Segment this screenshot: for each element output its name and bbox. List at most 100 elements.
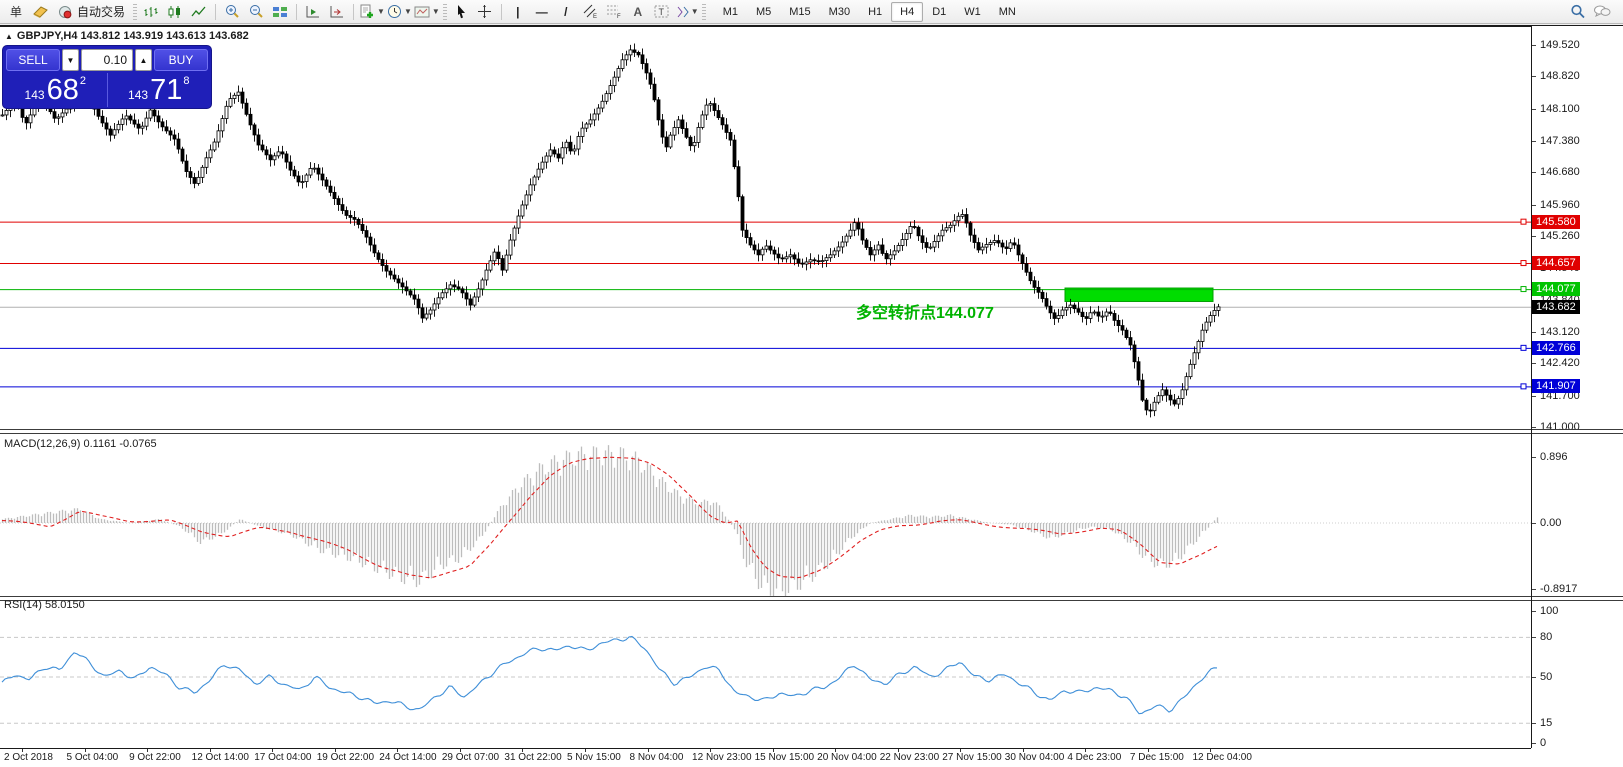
timeframe-button-M5[interactable]: M5 <box>755 5 772 18</box>
order-text-fragment[interactable]: 单 <box>9 5 22 19</box>
price-tick-label: 148.820 <box>1540 70 1580 83</box>
arrows-tool[interactable]: ▼ <box>675 2 699 22</box>
zoom-in-button[interactable] <box>221 2 243 22</box>
timeframe-button-M30[interactable]: M30 <box>828 5 851 18</box>
cursor-button[interactable] <box>450 2 472 22</box>
zoom-out-button[interactable] <box>245 2 267 22</box>
toolbar-grip <box>133 3 138 20</box>
macd-tick <box>1532 457 1536 458</box>
hline-handle[interactable] <box>1520 344 1527 351</box>
trendline-tool[interactable]: / <box>564 4 568 19</box>
zoom-out-icon <box>250 5 263 18</box>
bar-chart-icon <box>144 6 158 17</box>
symbol-ohlc-text: GBPJPY,H4 143.812 143.919 143.613 143.68… <box>16 30 249 42</box>
time-label: 29 Oct 07:00 <box>441 752 500 763</box>
fibonacci-tool[interactable]: F <box>603 2 625 22</box>
timeframe-button-W1[interactable]: W1 <box>964 5 981 18</box>
price-badge-144.657: 144.657 <box>1532 256 1580 271</box>
symbol-ohlc-row: ▲ GBPJPY,H4 143.812 143.919 143.613 143.6… <box>5 30 249 42</box>
buy-button[interactable]: BUY <box>154 49 208 71</box>
timeframe-button-M1[interactable]: M1 <box>722 5 738 18</box>
chart-shift-button[interactable] <box>326 2 348 22</box>
chart-annotation-text[interactable]: 多空转折点144.077 <box>856 305 994 322</box>
hline-handle[interactable] <box>1520 286 1527 293</box>
time-tick <box>147 748 149 752</box>
auto-scroll-icon <box>306 5 320 17</box>
price-tick <box>1532 427 1536 429</box>
dropdown-caret: ▼ <box>431 7 440 16</box>
candlestick-chart-button[interactable] <box>164 2 186 22</box>
chat-icon <box>1594 5 1611 18</box>
templates-icon <box>414 6 430 17</box>
buy-price-sup: 8 <box>183 75 190 87</box>
chat-icon[interactable] <box>1591 2 1613 22</box>
new-order-icon[interactable] <box>29 2 51 22</box>
svg-text:E: E <box>593 14 597 19</box>
autotrading-button[interactable]: 自动交易 <box>53 2 130 22</box>
templates-button[interactable]: ▼ <box>414 2 440 22</box>
price-badge-141.907: 141.907 <box>1532 379 1580 394</box>
collapse-triangle-icon[interactable]: ▲ <box>5 32 13 41</box>
price-scale[interactable]: 149.520 148.820 148.100 147.380 146.680 145.9… <box>1532 26 1623 749</box>
bar-chart-button[interactable] <box>140 2 162 22</box>
text-label-tool[interactable]: T <box>651 2 673 22</box>
volume-increase-button[interactable]: ▲ <box>135 49 152 71</box>
price-tick <box>1532 331 1536 333</box>
hline-handle[interactable] <box>1520 218 1527 225</box>
text-tool[interactable]: A <box>633 4 643 19</box>
rsi-tick <box>1532 611 1536 612</box>
time-tick <box>22 748 23 752</box>
horizontal-line-tool[interactable]: — <box>535 4 548 19</box>
breakout-rectangle[interactable] <box>1064 287 1214 302</box>
price-tick-label: 143.120 <box>1540 325 1580 338</box>
dropdown-caret: ▼ <box>403 7 412 16</box>
line-chart-button[interactable] <box>188 2 210 22</box>
timeframe-button-MN[interactable]: MN <box>998 5 1016 18</box>
volume-decrease-button[interactable]: ▼ <box>62 49 79 71</box>
crosshair-button[interactable] <box>474 2 496 22</box>
price-tick-label: 147.380 <box>1540 134 1580 147</box>
time-label: 5 Oct 04:00 <box>66 752 119 763</box>
main-chart-surface[interactable] <box>0 26 1531 429</box>
macd-pane-surface[interactable] <box>0 434 1531 596</box>
timeframe-button-H4[interactable]: H4 <box>891 1 924 22</box>
price-badge-143.682: 143.682 <box>1532 299 1580 314</box>
time-axis[interactable]: 2 Oct 2018 5 Oct 04:00 9 Oct 22:00 12 Oct 1… <box>0 748 1531 767</box>
candlestick-chart-icon <box>168 5 181 18</box>
text-label-icon: T <box>654 5 669 18</box>
auto-scroll-button[interactable] <box>302 2 324 22</box>
search-icon[interactable] <box>1567 2 1589 22</box>
indicators-button[interactable]: ▼ <box>359 2 385 22</box>
timeframe-button-M15[interactable]: M15 <box>789 5 811 18</box>
hline-handle[interactable] <box>1520 260 1527 267</box>
channel-tool[interactable]: E <box>579 2 601 22</box>
tile-windows-button[interactable] <box>269 2 291 22</box>
rsi-scale-label: 15 <box>1540 717 1553 730</box>
time-tick <box>772 748 774 752</box>
price-tick <box>1532 45 1536 46</box>
time-tick <box>397 748 399 752</box>
time-tick <box>960 748 962 752</box>
periods-button[interactable]: ▼ <box>387 2 412 22</box>
price-tick <box>1532 108 1536 110</box>
time-label: 17 Oct 04:00 <box>254 752 312 763</box>
dropdown-caret: ▼ <box>690 7 699 16</box>
dropdown-caret: ▼ <box>377 7 385 16</box>
time-tick <box>584 748 586 752</box>
timeframe-button-H1[interactable]: H1 <box>868 5 883 18</box>
volume-input[interactable]: 0.10 <box>81 49 133 71</box>
hline-handle[interactable] <box>1520 383 1527 390</box>
rsi-pane-surface[interactable] <box>0 601 1531 748</box>
vertical-line-tool[interactable]: | <box>516 4 520 19</box>
timeframe-button-D1[interactable]: D1 <box>932 5 947 18</box>
pane-divider[interactable] <box>0 429 1623 434</box>
buy-price[interactable]: 143 71 8 <box>110 73 209 107</box>
arrows-icon <box>677 6 689 17</box>
sell-price[interactable]: 143 68 2 <box>6 73 105 107</box>
rsi-scale-label: 50 <box>1540 671 1553 683</box>
sell-button[interactable]: SELL <box>6 49 60 71</box>
time-label: 7 Dec 15:00 <box>1129 752 1184 763</box>
time-tick <box>84 748 86 752</box>
price-tick-label: 146.680 <box>1540 166 1580 179</box>
pane-divider[interactable] <box>0 596 1623 601</box>
